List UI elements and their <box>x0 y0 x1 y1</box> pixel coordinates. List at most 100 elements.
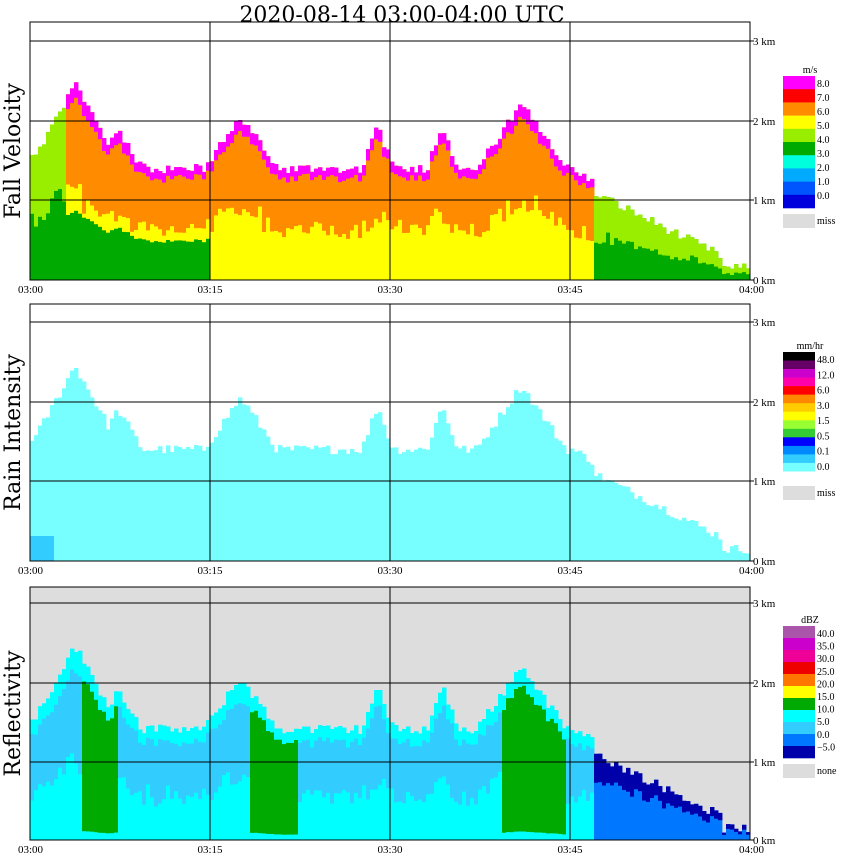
data-cell <box>422 172 427 182</box>
data-cell <box>646 505 651 561</box>
data-cell <box>138 729 143 792</box>
data-cell <box>638 773 643 840</box>
data-cell <box>518 670 523 691</box>
data-cell <box>630 492 635 561</box>
data-cell <box>646 784 651 802</box>
data-cell <box>622 486 627 561</box>
data-cell <box>170 731 175 743</box>
data-cell <box>118 416 123 561</box>
data-cell <box>502 127 507 222</box>
data-cell <box>330 729 335 804</box>
data-cell <box>46 698 51 782</box>
data-cell <box>494 144 499 155</box>
data-cell <box>34 719 39 735</box>
data-cell <box>42 536 47 561</box>
data-cell <box>146 726 151 738</box>
data-cell <box>442 133 447 144</box>
data-cell <box>510 682 515 704</box>
data-cell <box>146 450 151 561</box>
data-cell <box>366 712 371 800</box>
data-cell <box>550 705 555 723</box>
data-cell <box>30 155 35 280</box>
data-cell <box>686 801 691 840</box>
data-cell <box>614 201 619 239</box>
data-cell <box>642 218 647 249</box>
data-cell <box>330 167 335 176</box>
data-cell <box>138 447 143 561</box>
x-tick-label: 04:00 <box>739 565 765 577</box>
data-cell <box>178 732 183 799</box>
data-cell <box>690 237 695 256</box>
data-cell <box>718 539 723 561</box>
data-cell <box>674 794 679 840</box>
data-cell <box>470 448 475 561</box>
data-cell <box>374 690 379 790</box>
legend-swatch <box>783 471 815 481</box>
data-cell <box>58 221 63 280</box>
data-cell <box>58 111 63 190</box>
data-cell <box>282 167 287 238</box>
data-cell <box>526 393 531 561</box>
data-cell <box>594 753 599 783</box>
data-cell <box>70 648 75 670</box>
data-cell <box>730 268 735 275</box>
data-cell <box>698 805 703 840</box>
data-cell <box>370 138 375 228</box>
data-cell <box>178 732 183 747</box>
legend-swatch <box>783 746 815 759</box>
data-cell <box>226 417 231 561</box>
data-cell <box>586 734 591 746</box>
data-cell <box>318 167 323 224</box>
data-cell <box>254 696 259 712</box>
data-cell <box>690 520 695 561</box>
data-cell <box>406 171 411 233</box>
data-cell <box>474 731 479 745</box>
data-cell <box>478 721 483 735</box>
data-cell <box>354 452 359 561</box>
data-cell <box>302 726 307 794</box>
legend-label: 7.0 <box>817 93 830 104</box>
data-cell <box>414 731 419 746</box>
data-cell <box>462 727 467 740</box>
data-cell <box>742 824 747 840</box>
data-cell <box>30 236 35 280</box>
data-cell <box>482 719 487 787</box>
data-cell <box>682 800 687 813</box>
data-cell <box>498 412 503 561</box>
data-cell <box>370 703 375 790</box>
data-cell <box>506 682 511 699</box>
legend-swatch <box>783 386 815 395</box>
data-cell <box>38 706 43 725</box>
data-cell <box>258 704 263 721</box>
data-cell <box>534 689 539 709</box>
data-cell <box>458 731 463 805</box>
data-cell <box>554 710 559 726</box>
data-cell <box>142 733 147 805</box>
data-cell <box>530 119 535 211</box>
data-cell <box>82 381 87 561</box>
data-cell <box>210 715 215 729</box>
grid-lines <box>30 304 750 561</box>
data-cell <box>314 168 319 222</box>
data-cell <box>598 753 603 783</box>
data-cell <box>266 436 271 561</box>
data-cell <box>450 709 455 724</box>
data-cell <box>190 728 195 744</box>
data-cell <box>706 250 711 280</box>
data-cell <box>478 721 483 790</box>
data-cell <box>34 719 39 791</box>
data-cell <box>398 731 403 802</box>
data-cell <box>342 171 347 181</box>
data-cell <box>718 812 723 821</box>
data-cell <box>414 172 419 225</box>
data-cell <box>746 832 751 835</box>
data-cell <box>50 124 55 280</box>
legend-label: 8.0 <box>817 79 830 90</box>
data-cell <box>326 445 331 561</box>
data-cell <box>66 94 71 109</box>
legend-label: 0.0 <box>817 730 830 741</box>
data-cell <box>70 212 75 280</box>
data-cell <box>554 438 559 561</box>
data-cell <box>442 410 447 561</box>
legend: mm/hr 48.0 12.0 6.0 3.0 1.5 0.5 0.1 0.0 miss <box>783 341 835 500</box>
